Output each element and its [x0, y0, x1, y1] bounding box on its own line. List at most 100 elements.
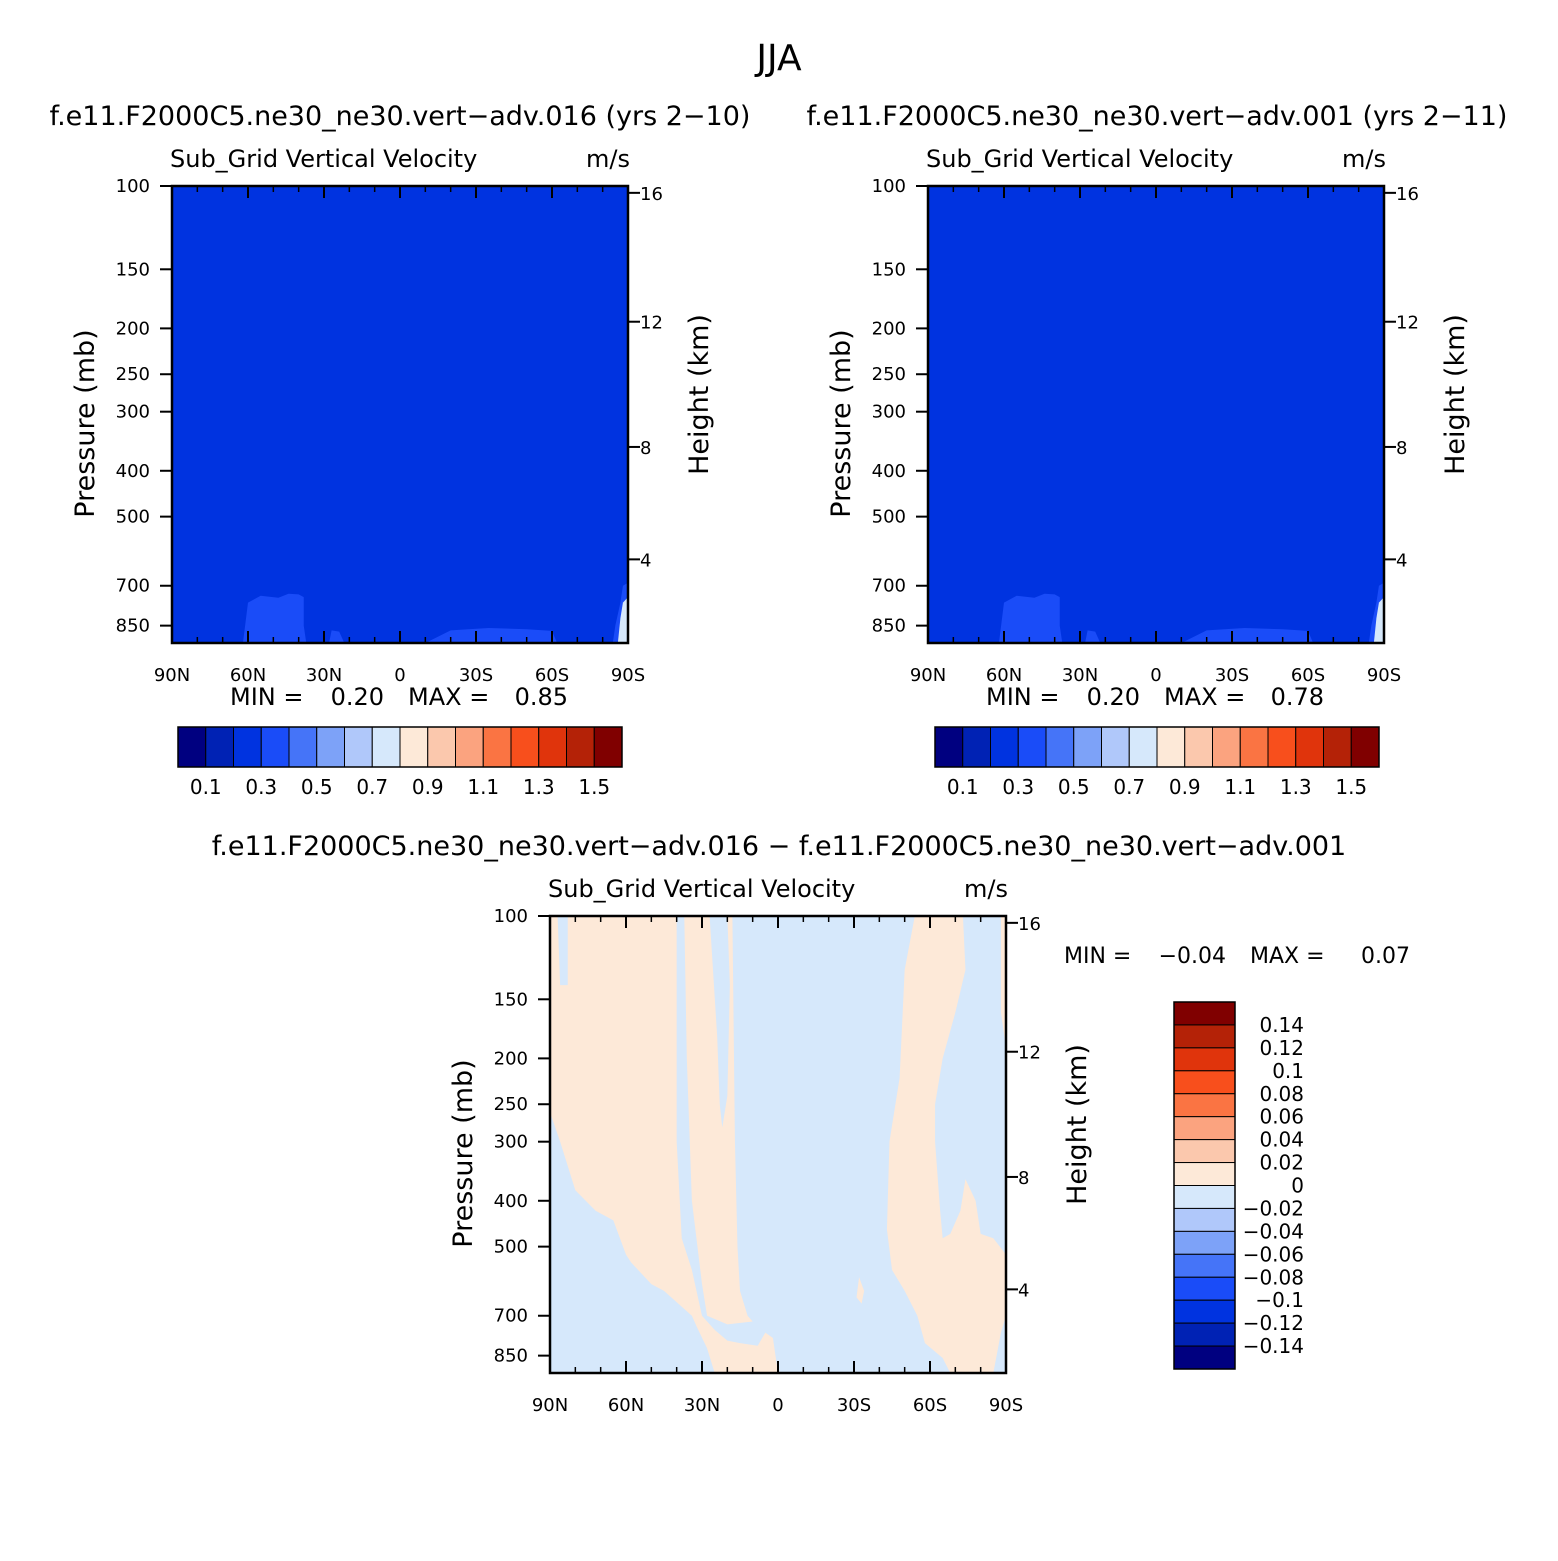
- max-value: 0.07: [1361, 944, 1410, 969]
- colorbar-swatch: [1173, 1116, 1236, 1141]
- field-patch-southern: [1181, 628, 1314, 643]
- colorbar-swatch: [455, 726, 484, 768]
- y-tick-label: 300: [494, 1132, 528, 1153]
- colorbar-label: 1.1: [467, 775, 499, 799]
- y-tick-label: 400: [872, 461, 906, 482]
- colorbar-swatch: [1173, 1070, 1236, 1095]
- field-patch-25N: [1085, 630, 1101, 643]
- colorbar-label: 0.02: [1259, 1151, 1304, 1175]
- colorbar-swatch: [1101, 726, 1130, 768]
- panel-variable-label: Sub_Grid Vertical Velocity: [548, 875, 855, 903]
- y2-axis-label: Height (km): [1062, 1044, 1093, 1205]
- x-tick-label: 30S: [837, 1395, 871, 1416]
- y2-tick-label: 4: [640, 550, 651, 571]
- colorbar-swatch: [1073, 726, 1102, 768]
- y2-tick-label: 4: [1018, 1280, 1029, 1301]
- colorbar-swatch: [316, 726, 345, 768]
- colorbar-swatch: [1173, 1185, 1236, 1209]
- colorbar-label: 0.1: [190, 775, 222, 799]
- field-patch-60N: [242, 593, 307, 643]
- y-tick-label: 200: [872, 318, 906, 339]
- colorbar-swatch: [990, 726, 1019, 768]
- colorbar-swatch: [593, 726, 623, 768]
- colorbar-label: −0.02: [1243, 1196, 1304, 1220]
- y-tick-label: 850: [872, 616, 906, 637]
- y2-tick-label: 16: [640, 184, 663, 205]
- y-tick-label: 300: [872, 402, 906, 423]
- panel-case2: f.e11.F2000C5.ne30_ne30.vert−adv.001 (yr…: [807, 101, 1508, 799]
- x-tick-label: 30N: [1062, 665, 1098, 686]
- x-tick-label: 60S: [913, 1395, 947, 1416]
- colorbar-label: 0.7: [1113, 775, 1145, 799]
- y-tick-label: 500: [872, 507, 906, 528]
- colorbar-swatch: [260, 726, 290, 768]
- min-label: MIN =: [230, 683, 303, 711]
- contour-field: [928, 186, 1384, 643]
- y-axis-label: Pressure (mb): [448, 1059, 479, 1247]
- x-tick-label: 60N: [230, 665, 266, 686]
- y-tick-label: 400: [494, 1191, 528, 1212]
- colorbar-swatch: [1173, 1230, 1236, 1255]
- x-tick-label: 60N: [608, 1395, 644, 1416]
- y-tick-label: 200: [116, 318, 150, 339]
- y-tick-label: 100: [872, 176, 906, 197]
- y2-tick-label: 4: [1396, 550, 1407, 571]
- y-tick-label: 250: [116, 364, 150, 385]
- colorbar-swatch: [1295, 726, 1324, 768]
- colorbar-swatch: [934, 726, 964, 768]
- colorbar-swatch: [1173, 1207, 1236, 1232]
- colorbar-swatch: [1017, 726, 1047, 768]
- y-tick-label: 100: [494, 906, 528, 927]
- colorbar-label: −0.04: [1243, 1219, 1304, 1243]
- y-tick-label: 400: [116, 461, 150, 482]
- colorbar-label: −0.1: [1255, 1288, 1304, 1312]
- colorbar-label: 0.1: [1272, 1059, 1304, 1083]
- colorbar-label: 0.3: [1002, 775, 1034, 799]
- x-tick-label: 30S: [459, 665, 493, 686]
- x-tick-label: 60S: [1291, 665, 1325, 686]
- x-tick-label: 60N: [986, 665, 1022, 686]
- colorbar-frame: [934, 726, 1380, 768]
- colorbar-swatch: [1173, 1024, 1236, 1049]
- colorbar-swatch: [1173, 1276, 1236, 1301]
- colorbar-label: 1.5: [578, 775, 610, 799]
- panel-units-label: m/s: [586, 145, 630, 173]
- panel-variable-label: Sub_Grid Vertical Velocity: [926, 145, 1233, 173]
- field-patch-southern: [425, 628, 558, 643]
- y-tick-label: 850: [116, 616, 150, 637]
- y-tick-label: 700: [494, 1306, 528, 1327]
- x-tick-label: 0: [1150, 665, 1161, 686]
- contour-field: [550, 916, 1006, 1373]
- colorbar-label: 0.1: [947, 775, 979, 799]
- colorbar-label: 0.06: [1259, 1105, 1304, 1129]
- field-positive-north: [550, 916, 778, 1373]
- colorbar-swatch: [288, 726, 318, 768]
- colorbar-swatch: [1156, 726, 1186, 768]
- field-background: [928, 186, 1384, 643]
- colorbar-label: 0.9: [1169, 775, 1201, 799]
- colorbar: 0.140.120.10.080.060.040.020−0.02−0.04−0…: [1173, 1001, 1304, 1370]
- y-tick-label: 250: [494, 1094, 528, 1115]
- x-tick-label: 0: [394, 665, 405, 686]
- panel-title: f.e11.F2000C5.ne30_ne30.vert−adv.016 − f…: [212, 831, 1347, 862]
- y-tick-label: 850: [494, 1346, 528, 1367]
- colorbar-swatch: [233, 726, 262, 768]
- x-tick-label: 0: [772, 1395, 783, 1416]
- colorbar-swatch: [1173, 1047, 1236, 1072]
- field-background: [172, 186, 628, 643]
- panel-units-label: m/s: [964, 875, 1008, 903]
- y-tick-label: 150: [116, 259, 150, 280]
- colorbar: 0.1 0.3 0.5 0.7 0.9 1.1 1.3 1.5: [934, 726, 1380, 799]
- colorbar-swatch: [1045, 726, 1075, 768]
- y-tick-label: 250: [872, 364, 906, 385]
- colorbar-swatch: [1350, 726, 1380, 768]
- y-tick-label: 500: [116, 507, 150, 528]
- colorbar-label: −0.14: [1243, 1334, 1304, 1358]
- colorbar-label: 1.5: [1335, 775, 1367, 799]
- colorbar-swatch: [427, 726, 456, 768]
- max-value: 0.78: [1271, 683, 1324, 711]
- colorbar-swatch: [1173, 1139, 1236, 1164]
- y-tick-label: 500: [494, 1237, 528, 1258]
- panel-title: f.e11.F2000C5.ne30_ne30.vert−adv.001 (yr…: [807, 101, 1508, 132]
- colorbar-label: −0.06: [1243, 1242, 1304, 1266]
